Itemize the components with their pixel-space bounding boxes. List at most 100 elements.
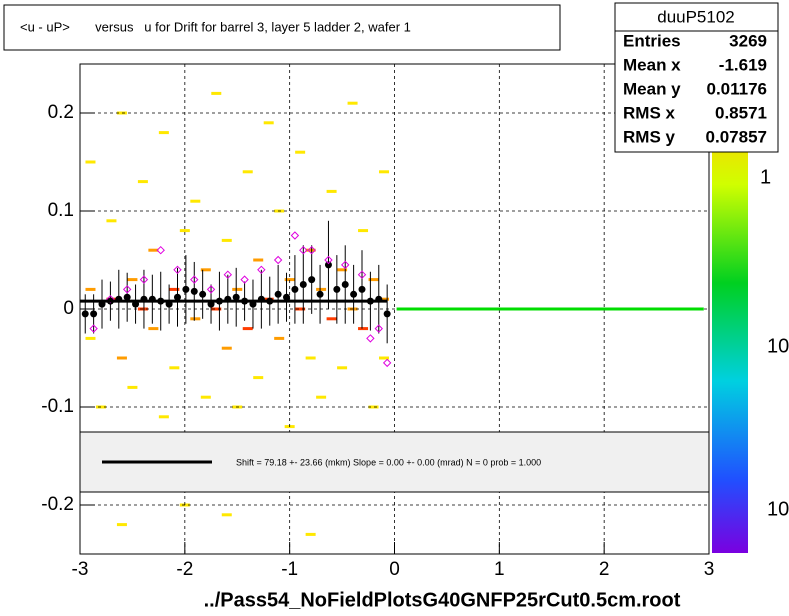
profile-point xyxy=(123,293,131,301)
y-tick-label: 0 xyxy=(63,298,74,319)
rms-point xyxy=(223,270,233,279)
heat-cell xyxy=(305,356,316,360)
heat-cell xyxy=(85,336,96,340)
heat-cell xyxy=(190,317,201,321)
rms-point xyxy=(122,285,132,294)
x-tick-label: 0 xyxy=(389,559,400,580)
heat-cell xyxy=(116,356,127,360)
rms-point xyxy=(290,231,300,240)
rms-point xyxy=(89,324,98,333)
heat-cell xyxy=(242,170,253,174)
chart-title: <u - uP> versus u for Drift for barrel 3… xyxy=(20,19,411,34)
profile-point xyxy=(324,261,332,269)
x-tick-label: -1 xyxy=(281,559,298,580)
heat-cell xyxy=(274,336,285,340)
heat-cell xyxy=(200,268,211,272)
rms-point xyxy=(190,275,199,284)
rms-point xyxy=(299,245,308,255)
profile-point xyxy=(291,285,299,293)
heat-cell xyxy=(127,278,138,282)
heat-cell xyxy=(127,385,138,389)
heat-cell xyxy=(253,376,264,380)
profile-point xyxy=(383,310,391,318)
stats-value: 0.01176 xyxy=(706,79,767,98)
profile-point xyxy=(173,293,181,301)
title-box xyxy=(3,4,561,51)
heat-cell xyxy=(263,121,274,125)
heat-cell xyxy=(295,307,306,311)
stats-value: 3269 xyxy=(729,31,767,50)
x-tick-label: 3 xyxy=(704,559,715,580)
rms-point xyxy=(382,358,392,368)
colorbar-label: 10 xyxy=(767,335,789,357)
y-tick-label: 0.1 xyxy=(48,200,74,221)
heat-cell xyxy=(221,513,232,517)
y-tick-label: -0.1 xyxy=(41,396,74,417)
heat-cell xyxy=(368,278,379,282)
heat-cell xyxy=(179,229,190,233)
heat-cell xyxy=(158,131,169,135)
x-tick-label: 1 xyxy=(494,559,505,580)
heat-cell xyxy=(116,111,127,115)
stats-title: duuP5102 xyxy=(657,7,735,26)
profile-point xyxy=(190,287,198,295)
y-tick-label: 0.2 xyxy=(48,102,74,123)
heat-cell xyxy=(347,101,358,105)
x-tick-label: -2 xyxy=(176,559,193,580)
heat-cell xyxy=(358,229,369,233)
rms-point xyxy=(366,334,375,343)
rms-point xyxy=(206,285,216,294)
heat-cell xyxy=(148,248,159,252)
heat-cell xyxy=(137,180,148,184)
rms-point xyxy=(240,275,249,284)
colorbar-label: 10 xyxy=(767,498,789,520)
profile-point xyxy=(341,281,349,288)
fit-box xyxy=(79,431,710,493)
heat-cell xyxy=(242,327,253,331)
heat-cell xyxy=(148,327,159,331)
heat-cell xyxy=(305,532,316,536)
stats-label: Mean x xyxy=(623,55,681,74)
heat-cell xyxy=(211,91,222,95)
rms-point xyxy=(156,245,165,255)
heat-cell xyxy=(253,258,264,262)
heat-cell xyxy=(211,307,222,311)
profile-point xyxy=(333,285,341,293)
x-tick-label: 2 xyxy=(599,559,610,580)
heat-cell xyxy=(358,327,369,331)
profile-point xyxy=(182,285,190,293)
heat-cell xyxy=(316,287,327,291)
stats-value: 0.8571 xyxy=(715,103,767,122)
stats-label: RMS y xyxy=(623,127,676,146)
stats-box xyxy=(614,2,779,153)
fit-text: Shift = 79.18 +- 23.66 (mkm) Slope = 0.0… xyxy=(236,457,541,467)
heat-cell xyxy=(200,395,211,399)
heat-cell xyxy=(379,170,390,174)
rms-point xyxy=(374,324,383,333)
heat-cell xyxy=(85,160,96,164)
heat-cell xyxy=(232,287,243,291)
heat-cell xyxy=(284,278,295,282)
heat-cell xyxy=(295,150,306,154)
colorbar-label: 1 xyxy=(760,166,771,188)
rms-point xyxy=(307,245,316,255)
stats-value: 0.07857 xyxy=(706,127,767,146)
x-tick-label: -3 xyxy=(72,559,89,580)
rms-point xyxy=(173,265,182,275)
heat-cell xyxy=(190,199,201,203)
stats-label: Entries xyxy=(623,31,681,50)
heat-cell xyxy=(379,297,390,301)
profile-point xyxy=(299,281,307,288)
heat-cell xyxy=(169,366,180,370)
heat-cell xyxy=(326,189,337,193)
profile-point xyxy=(350,290,358,298)
heat-cell xyxy=(337,268,348,272)
stats-value: -1.619 xyxy=(719,55,767,74)
heat-cell xyxy=(85,287,96,291)
rms-point xyxy=(273,255,283,265)
profile-point xyxy=(283,293,291,301)
heat-cell xyxy=(379,356,390,360)
x-axis-label: ../Pass54_NoFieldPlotsG40GNFP25rCut0.5cm… xyxy=(204,589,681,611)
heat-cell xyxy=(116,523,127,527)
stats-label: Mean y xyxy=(623,79,681,98)
